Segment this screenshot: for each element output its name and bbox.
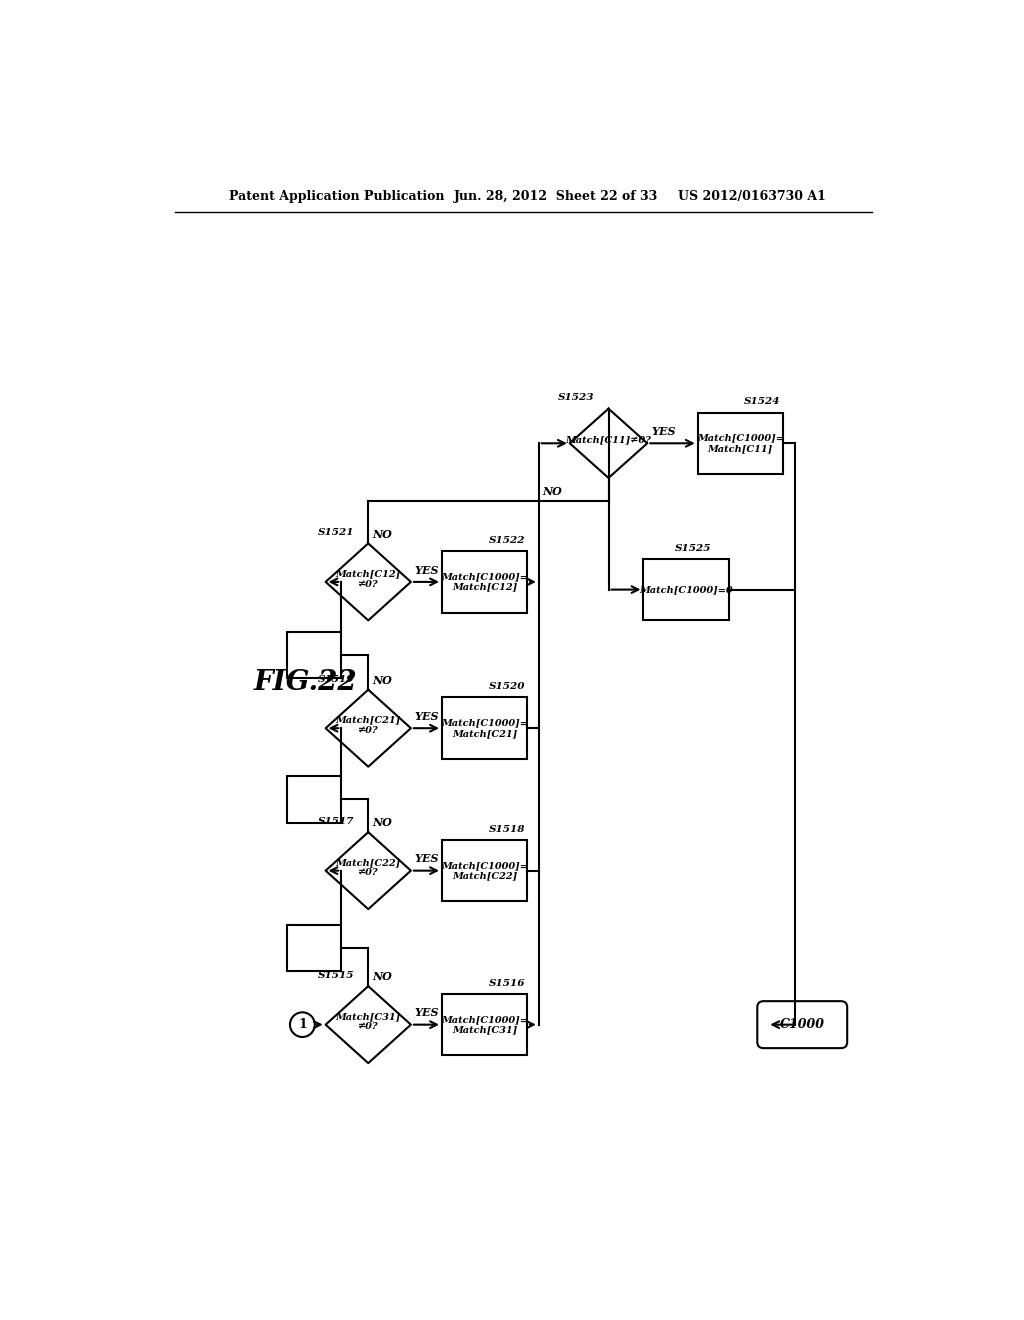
Text: Match[C1000]=
Match[C12]: Match[C1000]= Match[C12] bbox=[441, 572, 528, 591]
Text: S1525: S1525 bbox=[675, 544, 711, 553]
Text: Match[C22]
≠0?: Match[C22] ≠0? bbox=[336, 858, 400, 878]
FancyBboxPatch shape bbox=[758, 1001, 847, 1048]
Text: YES: YES bbox=[415, 854, 439, 865]
Bar bbox=[287, 632, 341, 678]
Bar bbox=[697, 413, 783, 474]
Text: YES: YES bbox=[415, 1007, 439, 1019]
Bar bbox=[287, 924, 341, 970]
Text: C1000: C1000 bbox=[779, 1018, 824, 1031]
Text: Patent Application Publication: Patent Application Publication bbox=[228, 190, 444, 203]
Text: NO: NO bbox=[372, 675, 392, 686]
Text: Match[C31]
≠0?: Match[C31] ≠0? bbox=[336, 1012, 400, 1031]
Text: S1515: S1515 bbox=[317, 972, 354, 979]
Text: Match[C1000]=0: Match[C1000]=0 bbox=[639, 585, 733, 594]
Text: Match[C11]≠0?: Match[C11]≠0? bbox=[565, 436, 651, 445]
Bar bbox=[287, 776, 341, 822]
Bar bbox=[442, 840, 527, 902]
Text: NO: NO bbox=[372, 817, 392, 829]
Text: Jun. 28, 2012  Sheet 22 of 33: Jun. 28, 2012 Sheet 22 of 33 bbox=[454, 190, 657, 203]
Text: NO: NO bbox=[543, 486, 562, 496]
Text: YES: YES bbox=[415, 711, 439, 722]
Text: YES: YES bbox=[415, 565, 439, 576]
Text: NO: NO bbox=[372, 528, 392, 540]
Bar bbox=[442, 697, 527, 759]
Text: Match[C1000]=
Match[C11]: Match[C1000]= Match[C11] bbox=[696, 433, 783, 453]
Text: S1524: S1524 bbox=[744, 397, 780, 407]
Text: Match[C1000]=
Match[C22]: Match[C1000]= Match[C22] bbox=[441, 861, 528, 880]
Text: Match[C12]
≠0?: Match[C12] ≠0? bbox=[336, 569, 400, 589]
Text: S1521: S1521 bbox=[317, 528, 354, 537]
Text: S1517: S1517 bbox=[317, 817, 354, 826]
Bar bbox=[442, 994, 527, 1056]
Bar bbox=[643, 558, 729, 620]
Text: S1522: S1522 bbox=[488, 536, 525, 545]
Text: YES: YES bbox=[651, 426, 676, 437]
Text: Match[C1000]=
Match[C31]: Match[C1000]= Match[C31] bbox=[441, 1015, 528, 1035]
Text: S1519: S1519 bbox=[317, 675, 354, 684]
Text: NO: NO bbox=[372, 972, 392, 982]
Text: S1518: S1518 bbox=[488, 825, 525, 834]
Text: FIG.22: FIG.22 bbox=[254, 668, 357, 696]
Text: 1: 1 bbox=[298, 1018, 307, 1031]
Bar bbox=[442, 552, 527, 612]
Text: S1520: S1520 bbox=[488, 682, 525, 692]
Text: S1516: S1516 bbox=[488, 978, 525, 987]
Text: S1523: S1523 bbox=[558, 393, 595, 403]
Text: Match[C21]
≠0?: Match[C21] ≠0? bbox=[336, 715, 400, 735]
Text: US 2012/0163730 A1: US 2012/0163730 A1 bbox=[678, 190, 826, 203]
Text: Match[C1000]=
Match[C21]: Match[C1000]= Match[C21] bbox=[441, 718, 528, 738]
